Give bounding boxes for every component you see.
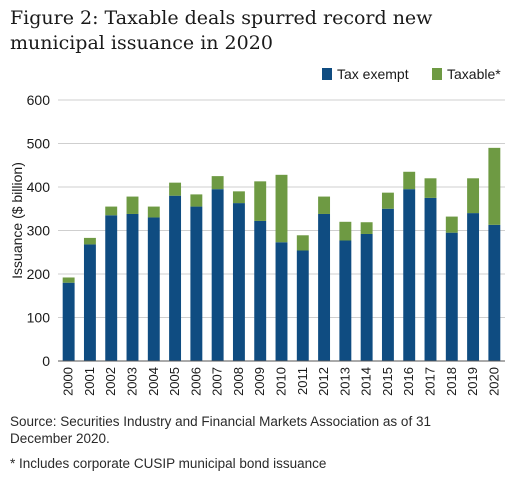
- x-tick-label: 2014: [359, 367, 374, 396]
- y-tick-label: 600: [27, 92, 51, 108]
- bar-tax-exempt: [445, 232, 458, 361]
- bar-taxable: [62, 277, 75, 283]
- bar-tax-exempt: [62, 282, 75, 361]
- y-tick-label: 300: [27, 223, 51, 239]
- bars: [62, 147, 501, 361]
- bar-tax-exempt: [105, 215, 118, 361]
- bar-taxable: [445, 216, 458, 233]
- y-tick-label: 0: [42, 353, 50, 369]
- bar-tax-exempt: [169, 195, 182, 361]
- bar-taxable: [83, 237, 96, 245]
- x-tick-label: 2013: [337, 367, 352, 396]
- bar-tax-exempt: [147, 217, 160, 361]
- footnote: * Includes corporate CUSIP municipal bon…: [10, 456, 327, 471]
- bar-taxable: [232, 191, 245, 204]
- bar-tax-exempt: [318, 213, 331, 361]
- x-tick-label: 2012: [316, 367, 331, 396]
- legend-tax-exempt-swatch: [322, 68, 332, 80]
- bar-taxable: [381, 192, 394, 209]
- x-tick-label: 2000: [61, 367, 76, 396]
- x-axis-tick-labels: 2000 2001 2002 2003 2004 2005 2006 2007 2008 2009…: [61, 367, 502, 396]
- bar-tax-exempt: [488, 224, 501, 361]
- legend-taxable-label: Taxable*: [447, 66, 501, 82]
- bar-taxable: [147, 206, 160, 218]
- bar-taxable: [211, 176, 224, 190]
- y-tick-label: 200: [27, 266, 51, 282]
- bar-taxable: [488, 147, 501, 225]
- x-tick-label: 2008: [231, 367, 246, 396]
- bar-taxable: [424, 178, 437, 198]
- x-tick-label: 2009: [252, 367, 267, 396]
- figure-title: Figure 2: Taxable deals spurred record n…: [10, 7, 433, 54]
- x-tick-label: 2003: [125, 367, 140, 396]
- bar-taxable: [360, 222, 373, 234]
- x-tick-label: 2006: [188, 367, 203, 396]
- bar-tax-exempt: [190, 206, 203, 361]
- legend-tax-exempt-label: Tax exempt: [337, 66, 409, 82]
- bar-tax-exempt: [360, 233, 373, 361]
- bar-tax-exempt: [296, 250, 309, 361]
- bar-taxable: [190, 194, 203, 207]
- bar-taxable: [126, 196, 139, 214]
- x-tick-label: 2019: [465, 367, 480, 396]
- bar-taxable: [254, 181, 267, 221]
- stacked-bar-chart: 0 100 200 300 400 500 600 2000 2001 2002 2003 2004…: [9, 66, 505, 396]
- bar-taxable: [169, 182, 182, 196]
- bar-taxable: [339, 221, 352, 241]
- bar-taxable: [296, 235, 309, 251]
- bar-taxable: [467, 178, 480, 214]
- bar-tax-exempt: [467, 213, 480, 361]
- x-tick-label: 2004: [146, 367, 161, 396]
- bar-tax-exempt: [126, 213, 139, 361]
- x-tick-label: 2017: [423, 367, 438, 396]
- legend: Tax exempt Taxable*: [322, 66, 501, 82]
- bar-tax-exempt: [211, 189, 224, 361]
- x-tick-label: 2015: [380, 367, 395, 396]
- bar-tax-exempt: [232, 203, 245, 361]
- x-tick-label: 2001: [82, 367, 97, 396]
- source-note: Source: Securities Industry and Financia…: [10, 414, 431, 446]
- x-tick-label: 2018: [444, 367, 459, 396]
- x-tick-label: 2002: [103, 367, 118, 396]
- bar-taxable: [275, 174, 288, 243]
- x-tick-label: 2010: [274, 367, 289, 396]
- bar-tax-exempt: [254, 220, 267, 361]
- x-tick-label: 2005: [167, 367, 182, 396]
- bar-tax-exempt: [83, 244, 96, 361]
- x-tick-label: 2011: [295, 367, 310, 395]
- bar-taxable: [403, 171, 416, 190]
- x-tick-label: 2016: [401, 367, 416, 396]
- x-tick-label: 2007: [210, 367, 225, 396]
- legend-taxable-swatch: [432, 68, 442, 80]
- bar-taxable: [105, 206, 118, 216]
- bar-taxable: [318, 196, 331, 214]
- y-tick-label: 100: [27, 310, 51, 326]
- bar-tax-exempt: [381, 208, 394, 361]
- y-tick-label: 400: [27, 179, 51, 195]
- bar-tax-exempt: [275, 242, 288, 361]
- y-tick-label: 500: [27, 136, 51, 152]
- y-axis-tick-labels: 0 100 200 300 400 500 600: [27, 92, 51, 369]
- bar-tax-exempt: [339, 240, 352, 361]
- bar-tax-exempt: [403, 189, 416, 361]
- bar-tax-exempt: [424, 197, 437, 361]
- x-tick-label: 2020: [486, 367, 501, 396]
- y-axis-label: Issuance ($ billion): [9, 162, 25, 279]
